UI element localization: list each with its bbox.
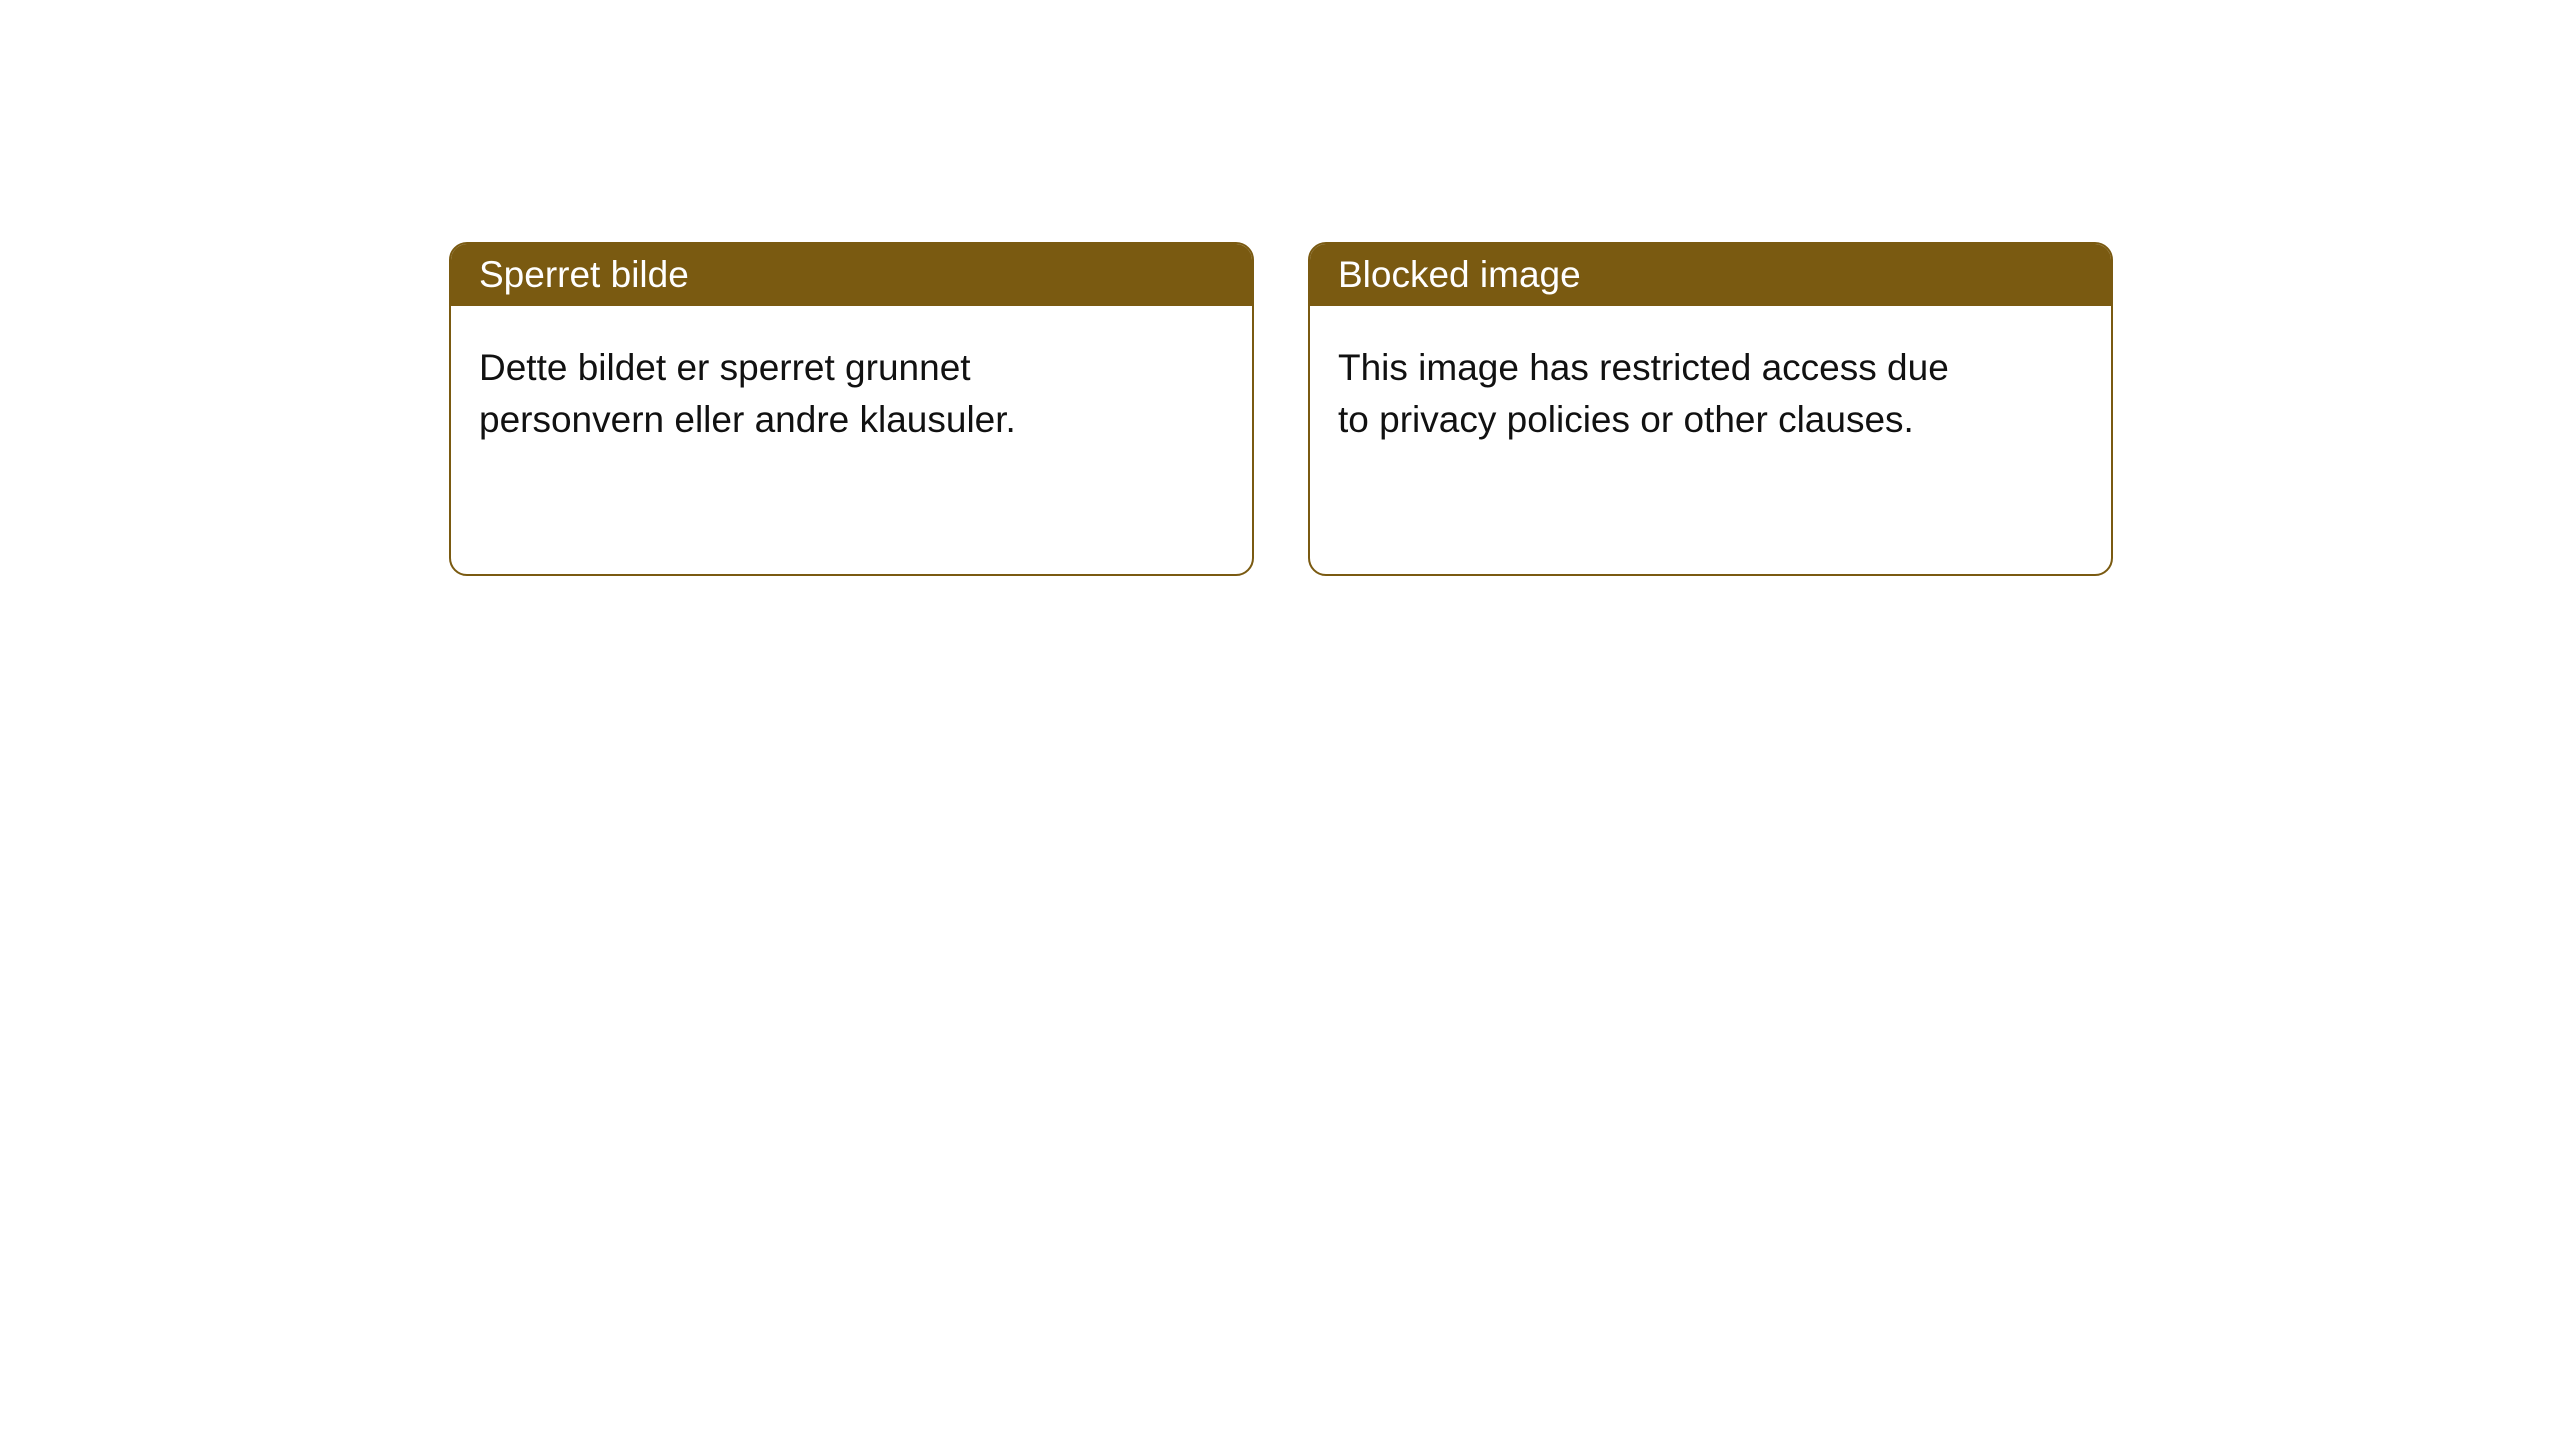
card-header: Sperret bilde	[451, 244, 1252, 306]
notice-cards-container: Sperret bilde Dette bildet er sperret gr…	[0, 0, 2560, 576]
card-body: Dette bildet er sperret grunnet personve…	[451, 306, 1151, 482]
card-body: This image has restricted access due to …	[1310, 306, 2010, 482]
card-message: Dette bildet er sperret grunnet personve…	[479, 347, 1016, 440]
card-title: Blocked image	[1338, 254, 1581, 295]
blocked-image-card-en: Blocked image This image has restricted …	[1308, 242, 2113, 576]
card-header: Blocked image	[1310, 244, 2111, 306]
card-message: This image has restricted access due to …	[1338, 347, 1949, 440]
blocked-image-card-no: Sperret bilde Dette bildet er sperret gr…	[449, 242, 1254, 576]
card-title: Sperret bilde	[479, 254, 689, 295]
